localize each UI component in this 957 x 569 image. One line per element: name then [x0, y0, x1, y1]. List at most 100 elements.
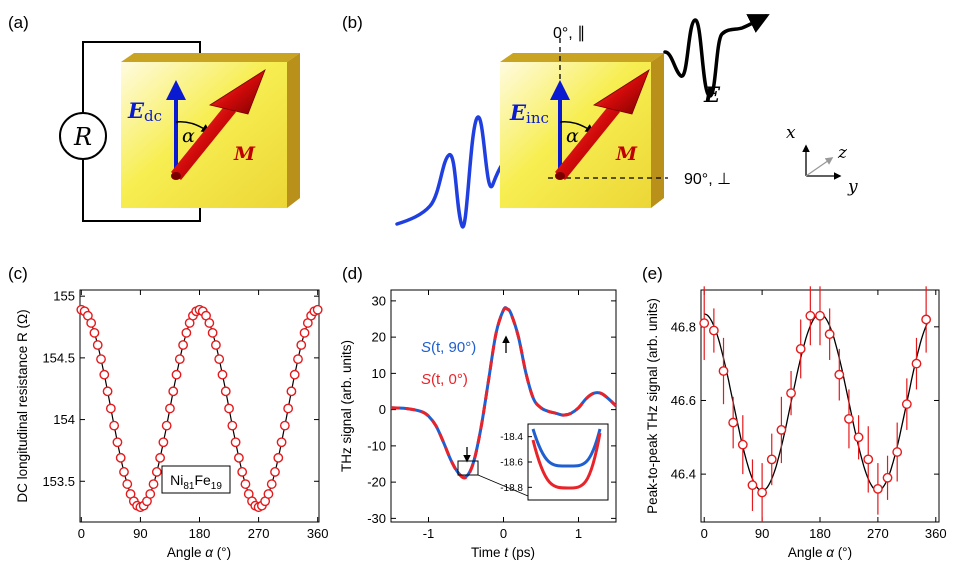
- resistor-circle: [59, 112, 107, 160]
- data-point: [266, 479, 277, 489]
- y-tick-label: 153.5: [42, 474, 75, 489]
- data-point: [214, 354, 225, 365]
- x-tick-label: 0: [701, 526, 708, 541]
- data-point: [102, 386, 113, 397]
- coordinate-axes: x y z: [786, 123, 858, 197]
- data-point: [161, 420, 172, 431]
- data-point: [270, 467, 280, 477]
- panel-label-e: (e): [642, 264, 663, 283]
- panel-label-a: (a): [8, 13, 29, 32]
- x-tick-label: 360: [307, 526, 329, 541]
- data-point: [171, 369, 182, 380]
- data-point: [882, 472, 893, 483]
- data-point: [901, 399, 912, 410]
- data-points-c: [76, 304, 323, 513]
- coord-z-label: z: [837, 143, 848, 163]
- inset-ticks: -18.4 -18.6 -18.8: [500, 432, 532, 494]
- data-point: [795, 344, 806, 354]
- y-tick-label: 0: [379, 402, 386, 417]
- data-point: [122, 479, 133, 489]
- zoom-connector: [477, 474, 529, 497]
- sample-label-box: [161, 465, 231, 494]
- x-tick-label: 0: [78, 526, 85, 541]
- data-point: [699, 318, 710, 329]
- magnetization-label-b: M: [615, 143, 638, 165]
- y-tick-label: 20: [372, 330, 386, 345]
- data-point: [863, 454, 874, 465]
- inset-y-tick-label: -18.6: [500, 458, 523, 469]
- x-axis-label-e: Angle α (°): [788, 545, 852, 560]
- data-point: [119, 467, 129, 477]
- data-point: [872, 483, 883, 494]
- data-point: [747, 480, 758, 491]
- data-point: [220, 386, 231, 397]
- series-line-0deg: [390, 306, 618, 480]
- data-point: [296, 340, 307, 350]
- data-point: [217, 369, 228, 380]
- data-point: [263, 489, 274, 499]
- y-tick-label: 30: [372, 293, 386, 308]
- x-tick-label: 270: [867, 526, 889, 541]
- fit-curve-e: [704, 313, 930, 492]
- data-point: [168, 386, 179, 397]
- y-tick-label: 154.5: [42, 350, 75, 365]
- data-point: [145, 489, 156, 499]
- data-point: [109, 420, 120, 431]
- y-axis-label-d: THz signal (arb. units): [339, 340, 354, 472]
- y-tick-label: 10: [372, 366, 386, 381]
- perpendicular-axis-label: 90°, ⊥: [684, 171, 731, 188]
- data-point: [776, 425, 787, 435]
- x-tick-label: 0: [500, 526, 507, 541]
- data-point: [737, 439, 748, 450]
- magnetization-arrow-b: [555, 69, 650, 180]
- y-tick-label: 154: [53, 412, 75, 427]
- data-point: [805, 310, 816, 321]
- data-point: [276, 437, 287, 448]
- slab-top-edge-b: [500, 53, 664, 62]
- data-point: [112, 437, 123, 448]
- x-tick-label: 180: [189, 526, 211, 541]
- data-point: [718, 366, 729, 376]
- data-point: [89, 327, 100, 338]
- x-tick-label: 360: [925, 526, 947, 541]
- data-point: [178, 340, 188, 350]
- data-point: [815, 310, 825, 321]
- data-point: [227, 420, 238, 431]
- data-point: [844, 413, 854, 424]
- x-axis-label-c: Angle α (°): [167, 545, 231, 560]
- panel-a: (a) R Edc α M: [8, 13, 300, 222]
- x-tick-label: -1: [423, 526, 435, 541]
- slab-top-edge: [121, 53, 300, 62]
- inset-y-tick-label: -18.8: [500, 483, 523, 494]
- panel-b: (b) 0°, ∥ 90°, ⊥ Einc α M E x y: [342, 13, 858, 229]
- data-point: [233, 452, 244, 463]
- y-tick-label: 46.6: [671, 393, 696, 408]
- x-axis-label-d: Time t (ps): [471, 545, 535, 560]
- data-point: [105, 403, 116, 414]
- x-tick-label: 180: [809, 526, 831, 541]
- angle-label: α: [182, 125, 195, 147]
- data-point: [286, 386, 297, 397]
- x-tick-label: 90: [755, 526, 769, 541]
- coord-x-label: x: [786, 123, 796, 143]
- sample-label: Ni81Fe19: [170, 472, 222, 492]
- incident-field-label: Einc: [509, 100, 549, 127]
- data-point: [148, 479, 159, 489]
- y-tick-label: -20: [367, 475, 386, 490]
- data-point: [86, 318, 97, 328]
- data-point: [96, 354, 106, 365]
- data-points-e: [699, 286, 932, 522]
- inset-curve-90deg: [531, 428, 602, 468]
- y-axis-label-c: DC longitudinal resistance R (Ω): [15, 309, 30, 502]
- data-point: [240, 479, 251, 489]
- x-tick-label: 90: [133, 526, 147, 541]
- data-point: [99, 369, 110, 380]
- data-point: [921, 314, 932, 325]
- data-point: [289, 369, 300, 380]
- legend-0deg: S(t, 0°): [421, 371, 468, 388]
- data-point: [824, 329, 835, 340]
- y-tick-label: 46.4: [671, 467, 696, 482]
- dc-field-label: Edc: [127, 98, 162, 125]
